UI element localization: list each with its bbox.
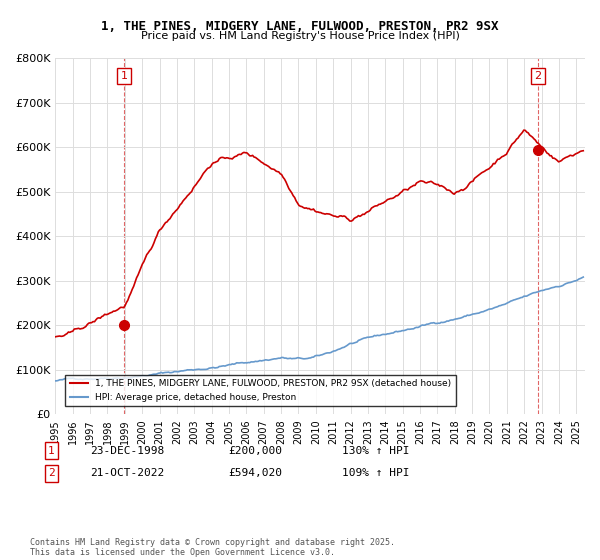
Text: 2: 2	[48, 468, 55, 478]
Text: £594,020: £594,020	[228, 468, 282, 478]
Text: 21-OCT-2022: 21-OCT-2022	[90, 468, 164, 478]
Text: 23-DEC-1998: 23-DEC-1998	[90, 446, 164, 456]
Text: 1: 1	[48, 446, 55, 456]
Text: 1: 1	[121, 71, 128, 81]
Text: 109% ↑ HPI: 109% ↑ HPI	[342, 468, 409, 478]
Text: Price paid vs. HM Land Registry's House Price Index (HPI): Price paid vs. HM Land Registry's House …	[140, 31, 460, 41]
Text: 130% ↑ HPI: 130% ↑ HPI	[342, 446, 409, 456]
Text: 1, THE PINES, MIDGERY LANE, FULWOOD, PRESTON, PR2 9SX: 1, THE PINES, MIDGERY LANE, FULWOOD, PRE…	[101, 20, 499, 32]
Legend: 1, THE PINES, MIDGERY LANE, FULWOOD, PRESTON, PR2 9SX (detached house), HPI: Ave: 1, THE PINES, MIDGERY LANE, FULWOOD, PRE…	[65, 375, 455, 407]
Text: 2: 2	[535, 71, 542, 81]
Text: Contains HM Land Registry data © Crown copyright and database right 2025.
This d: Contains HM Land Registry data © Crown c…	[30, 538, 395, 557]
Text: £200,000: £200,000	[228, 446, 282, 456]
